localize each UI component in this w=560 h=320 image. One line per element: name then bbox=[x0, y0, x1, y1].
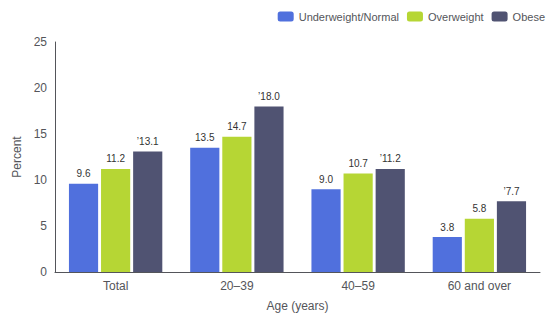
svg-text:25: 25 bbox=[34, 35, 48, 49]
svg-text:10: 10 bbox=[34, 173, 48, 187]
svg-text:Overweight: Overweight bbox=[428, 11, 484, 23]
svg-text:9.0: 9.0 bbox=[319, 174, 333, 185]
svg-text:20–39: 20–39 bbox=[220, 279, 254, 293]
svg-text:Obese: Obese bbox=[513, 11, 545, 23]
svg-text:9.6: 9.6 bbox=[77, 168, 91, 179]
svg-text:5.8: 5.8 bbox=[472, 203, 486, 214]
svg-text:’13.1: ’13.1 bbox=[137, 136, 159, 147]
svg-text:11.2: 11.2 bbox=[106, 153, 125, 164]
svg-text:15: 15 bbox=[34, 127, 48, 141]
svg-text:5: 5 bbox=[40, 219, 47, 233]
svg-text:Percent: Percent bbox=[10, 136, 24, 178]
svg-text:’18.0: ’18.0 bbox=[258, 91, 280, 102]
svg-text:’7.7: ’7.7 bbox=[503, 186, 520, 197]
svg-text:0: 0 bbox=[40, 265, 47, 279]
svg-text:20: 20 bbox=[34, 81, 48, 95]
svg-text:10.7: 10.7 bbox=[348, 158, 368, 169]
svg-text:40–59: 40–59 bbox=[341, 279, 375, 293]
svg-text:Underweight/Normal: Underweight/Normal bbox=[299, 11, 399, 23]
svg-text:13.5: 13.5 bbox=[195, 132, 215, 143]
svg-text:’11.2: ’11.2 bbox=[380, 153, 401, 164]
svg-text:3.8: 3.8 bbox=[440, 222, 454, 233]
svg-text:14.7: 14.7 bbox=[227, 121, 247, 132]
svg-text:Total: Total bbox=[103, 279, 128, 293]
svg-text:60 and over: 60 and over bbox=[448, 279, 511, 293]
svg-text:Age (years): Age (years) bbox=[266, 299, 328, 313]
